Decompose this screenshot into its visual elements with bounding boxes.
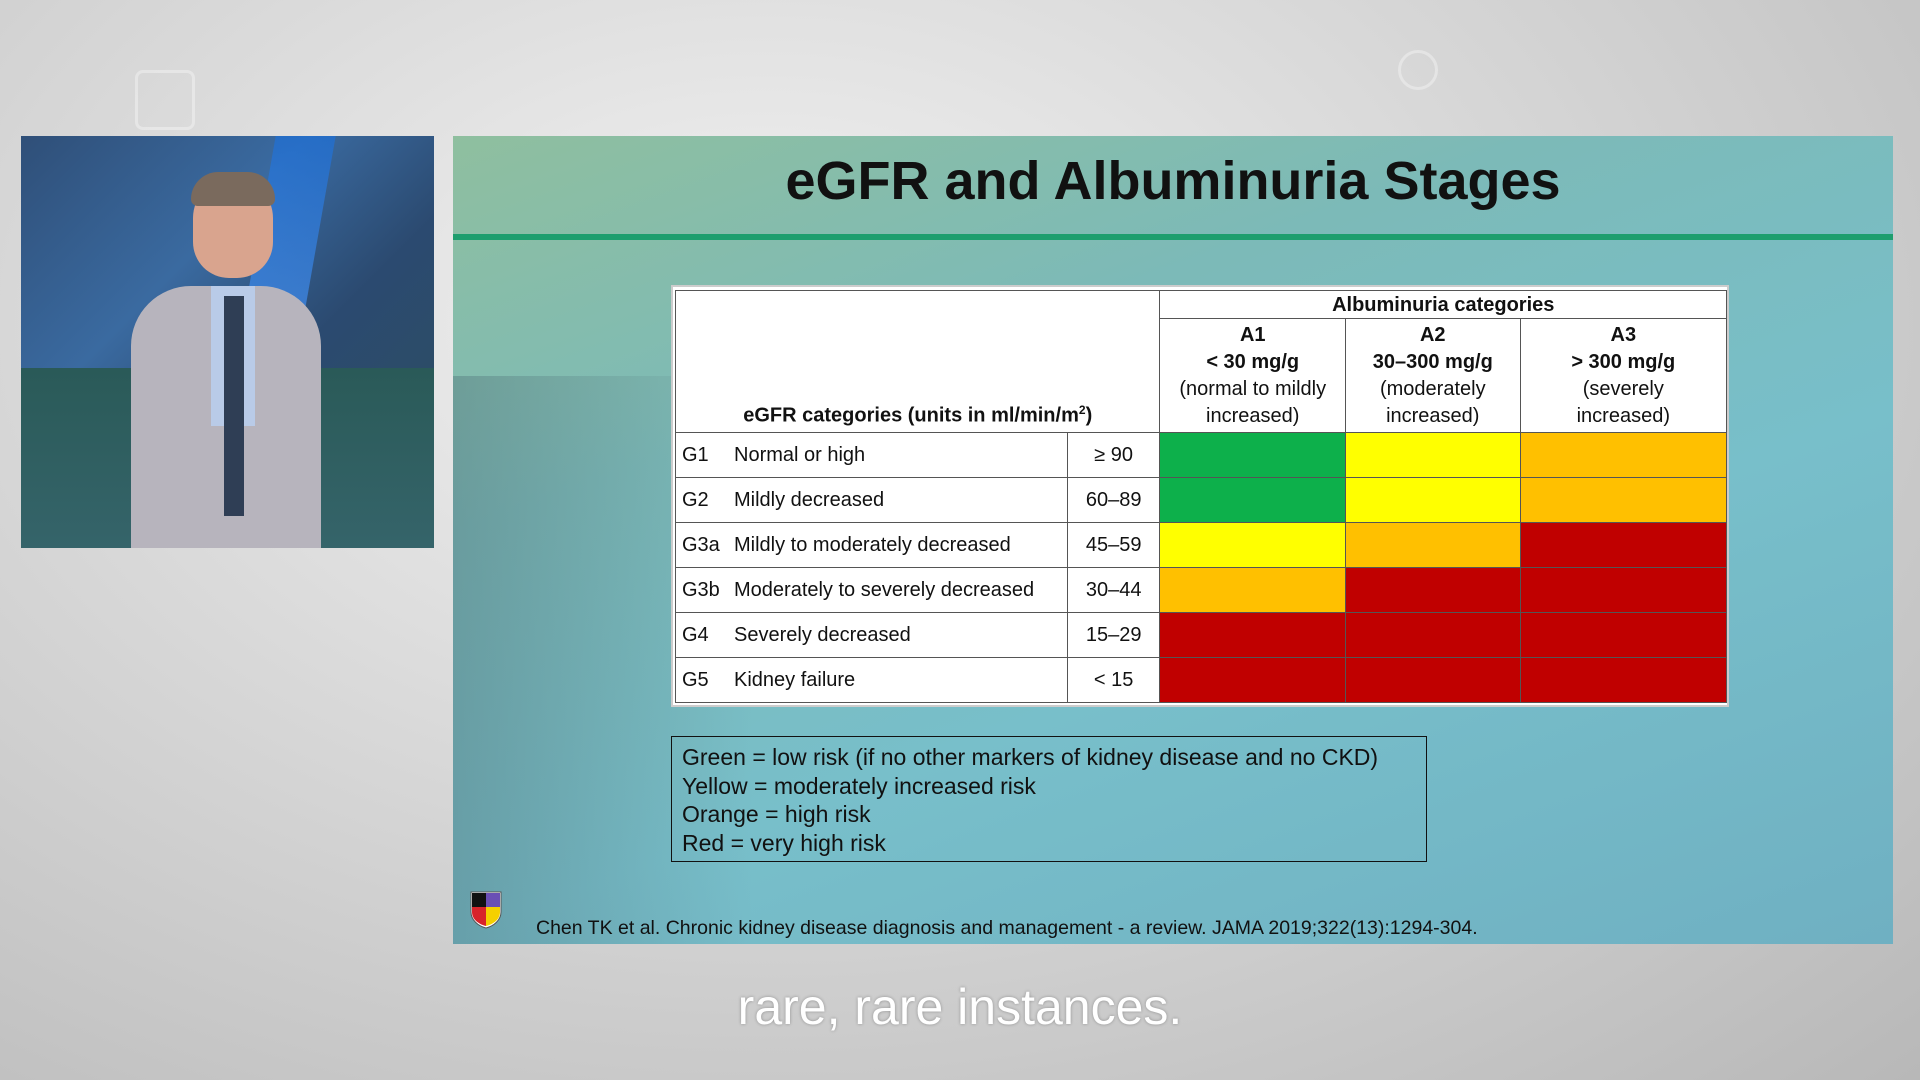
column-code: A2	[1419, 323, 1446, 346]
title-divider	[453, 234, 1893, 240]
risk-cell-red	[1519, 657, 1728, 703]
column-desc1: (severely	[1582, 377, 1664, 400]
risk-cell-yellow	[1344, 477, 1521, 523]
column-range: < 30 mg/g	[1206, 350, 1300, 373]
table-row: G5 Kidney failure < 15	[675, 657, 1728, 703]
albuminuria-header: Albuminuria categories	[1159, 290, 1727, 319]
column-desc1: (moderately	[1379, 377, 1486, 400]
column-code: A3	[1610, 323, 1637, 346]
egfr-range: 45–59	[1066, 522, 1161, 568]
category-code: G5	[682, 668, 709, 691]
legend-yellow: Yellow = moderately increased risk	[682, 772, 1036, 799]
table-row: G4 Severely decreased 15–29	[675, 612, 1728, 658]
egfr-range: 60–89	[1066, 477, 1161, 523]
column-range: 30–300 mg/g	[1372, 350, 1493, 373]
table-row: G2 Mildly decreased 60–89	[675, 477, 1728, 523]
category-label: Mildly to moderately decreased	[734, 533, 1011, 556]
risk-cell-orange	[1519, 477, 1728, 523]
column-code: A1	[1239, 323, 1266, 346]
table-row: G3b Moderately to severely decreased 30–44	[675, 567, 1728, 613]
column-desc2: increased)	[1386, 404, 1480, 427]
risk-cell-yellow	[1159, 522, 1346, 568]
egfr-category: G4 Severely decreased	[675, 612, 1068, 658]
category-code: G3b	[682, 578, 720, 601]
albuminuria-column-a2: A2 30–300 mg/g (moderately increased)	[1344, 318, 1521, 433]
albuminuria-column-a1: A1 < 30 mg/g (normal to mildly increased)	[1159, 318, 1346, 433]
risk-cell-orange	[1159, 567, 1346, 613]
egfr-category: G3b Moderately to severely decreased	[675, 567, 1068, 613]
egfr-range: ≥ 90	[1066, 432, 1161, 478]
column-desc2: increased)	[1576, 404, 1670, 427]
background-shield-decoration	[135, 70, 195, 130]
risk-cell-yellow	[1344, 432, 1521, 478]
risk-cell-red	[1344, 657, 1521, 703]
legend-green: Green = low risk (if no other markers of…	[682, 744, 1379, 770]
risk-cell-red	[1159, 612, 1346, 658]
risk-cell-red	[1519, 522, 1728, 568]
category-label: Moderately to severely decreased	[734, 578, 1035, 601]
column-desc2: increased)	[1206, 404, 1300, 427]
egfr-category: G3a Mildly to moderately decreased	[675, 522, 1068, 568]
column-range: > 300 mg/g	[1571, 350, 1676, 373]
column-desc1: (normal to mildly	[1179, 377, 1327, 400]
category-label: Severely decreased	[734, 623, 911, 646]
presentation-slide: eGFR and Albuminuria Stages eGFR categor…	[453, 136, 1893, 944]
egfr-category: G5 Kidney failure	[675, 657, 1068, 703]
risk-cell-red	[1344, 612, 1521, 658]
nei-logo-icon	[470, 891, 502, 929]
risk-cell-red	[1344, 567, 1521, 613]
legend-red: Red = very high risk	[682, 829, 886, 856]
slide-title: eGFR and Albuminuria Stages	[785, 151, 1561, 211]
speaker-video	[21, 136, 434, 548]
risk-cell-red	[1519, 567, 1728, 613]
citation: Chen TK et al. Chronic kidney disease di…	[536, 917, 1478, 939]
legend-orange: Orange = high risk	[682, 801, 871, 827]
category-code: G1	[682, 443, 709, 466]
table-row: G3a Mildly to moderately decreased 45–59	[675, 522, 1728, 568]
category-code: G3a	[682, 533, 720, 556]
albuminuria-column-a3: A3 > 300 mg/g (severely increased)	[1519, 318, 1728, 433]
staging-table: eGFR categories (units in ml/min/m2) Alb…	[671, 285, 1729, 707]
background-lamp-decoration	[1398, 50, 1438, 90]
subtitle-caption: rare, rare instances.	[737, 979, 1183, 1035]
egfr-category: G1 Normal or high	[675, 432, 1068, 478]
risk-cell-orange	[1519, 432, 1728, 478]
egfr-range: 15–29	[1066, 612, 1161, 658]
category-label: Kidney failure	[734, 668, 856, 691]
category-code: G4	[682, 623, 709, 646]
egfr-range: < 15	[1066, 657, 1161, 703]
category-code: G2	[682, 488, 709, 511]
egfr-header: eGFR categories (units in ml/min/m2)	[674, 290, 1161, 433]
category-label: Mildly decreased	[734, 488, 885, 511]
risk-cell-red	[1519, 612, 1728, 658]
egfr-range: 30–44	[1066, 567, 1161, 613]
risk-cell-green	[1159, 432, 1346, 478]
risk-cell-red	[1159, 657, 1346, 703]
egfr-category: G2 Mildly decreased	[675, 477, 1068, 523]
table-row: G1 Normal or high ≥ 90	[675, 432, 1728, 478]
risk-cell-orange	[1344, 522, 1521, 568]
risk-legend: Green = low risk (if no other markers of…	[671, 736, 1427, 862]
risk-cell-green	[1159, 477, 1346, 523]
category-label: Normal or high	[734, 443, 866, 466]
